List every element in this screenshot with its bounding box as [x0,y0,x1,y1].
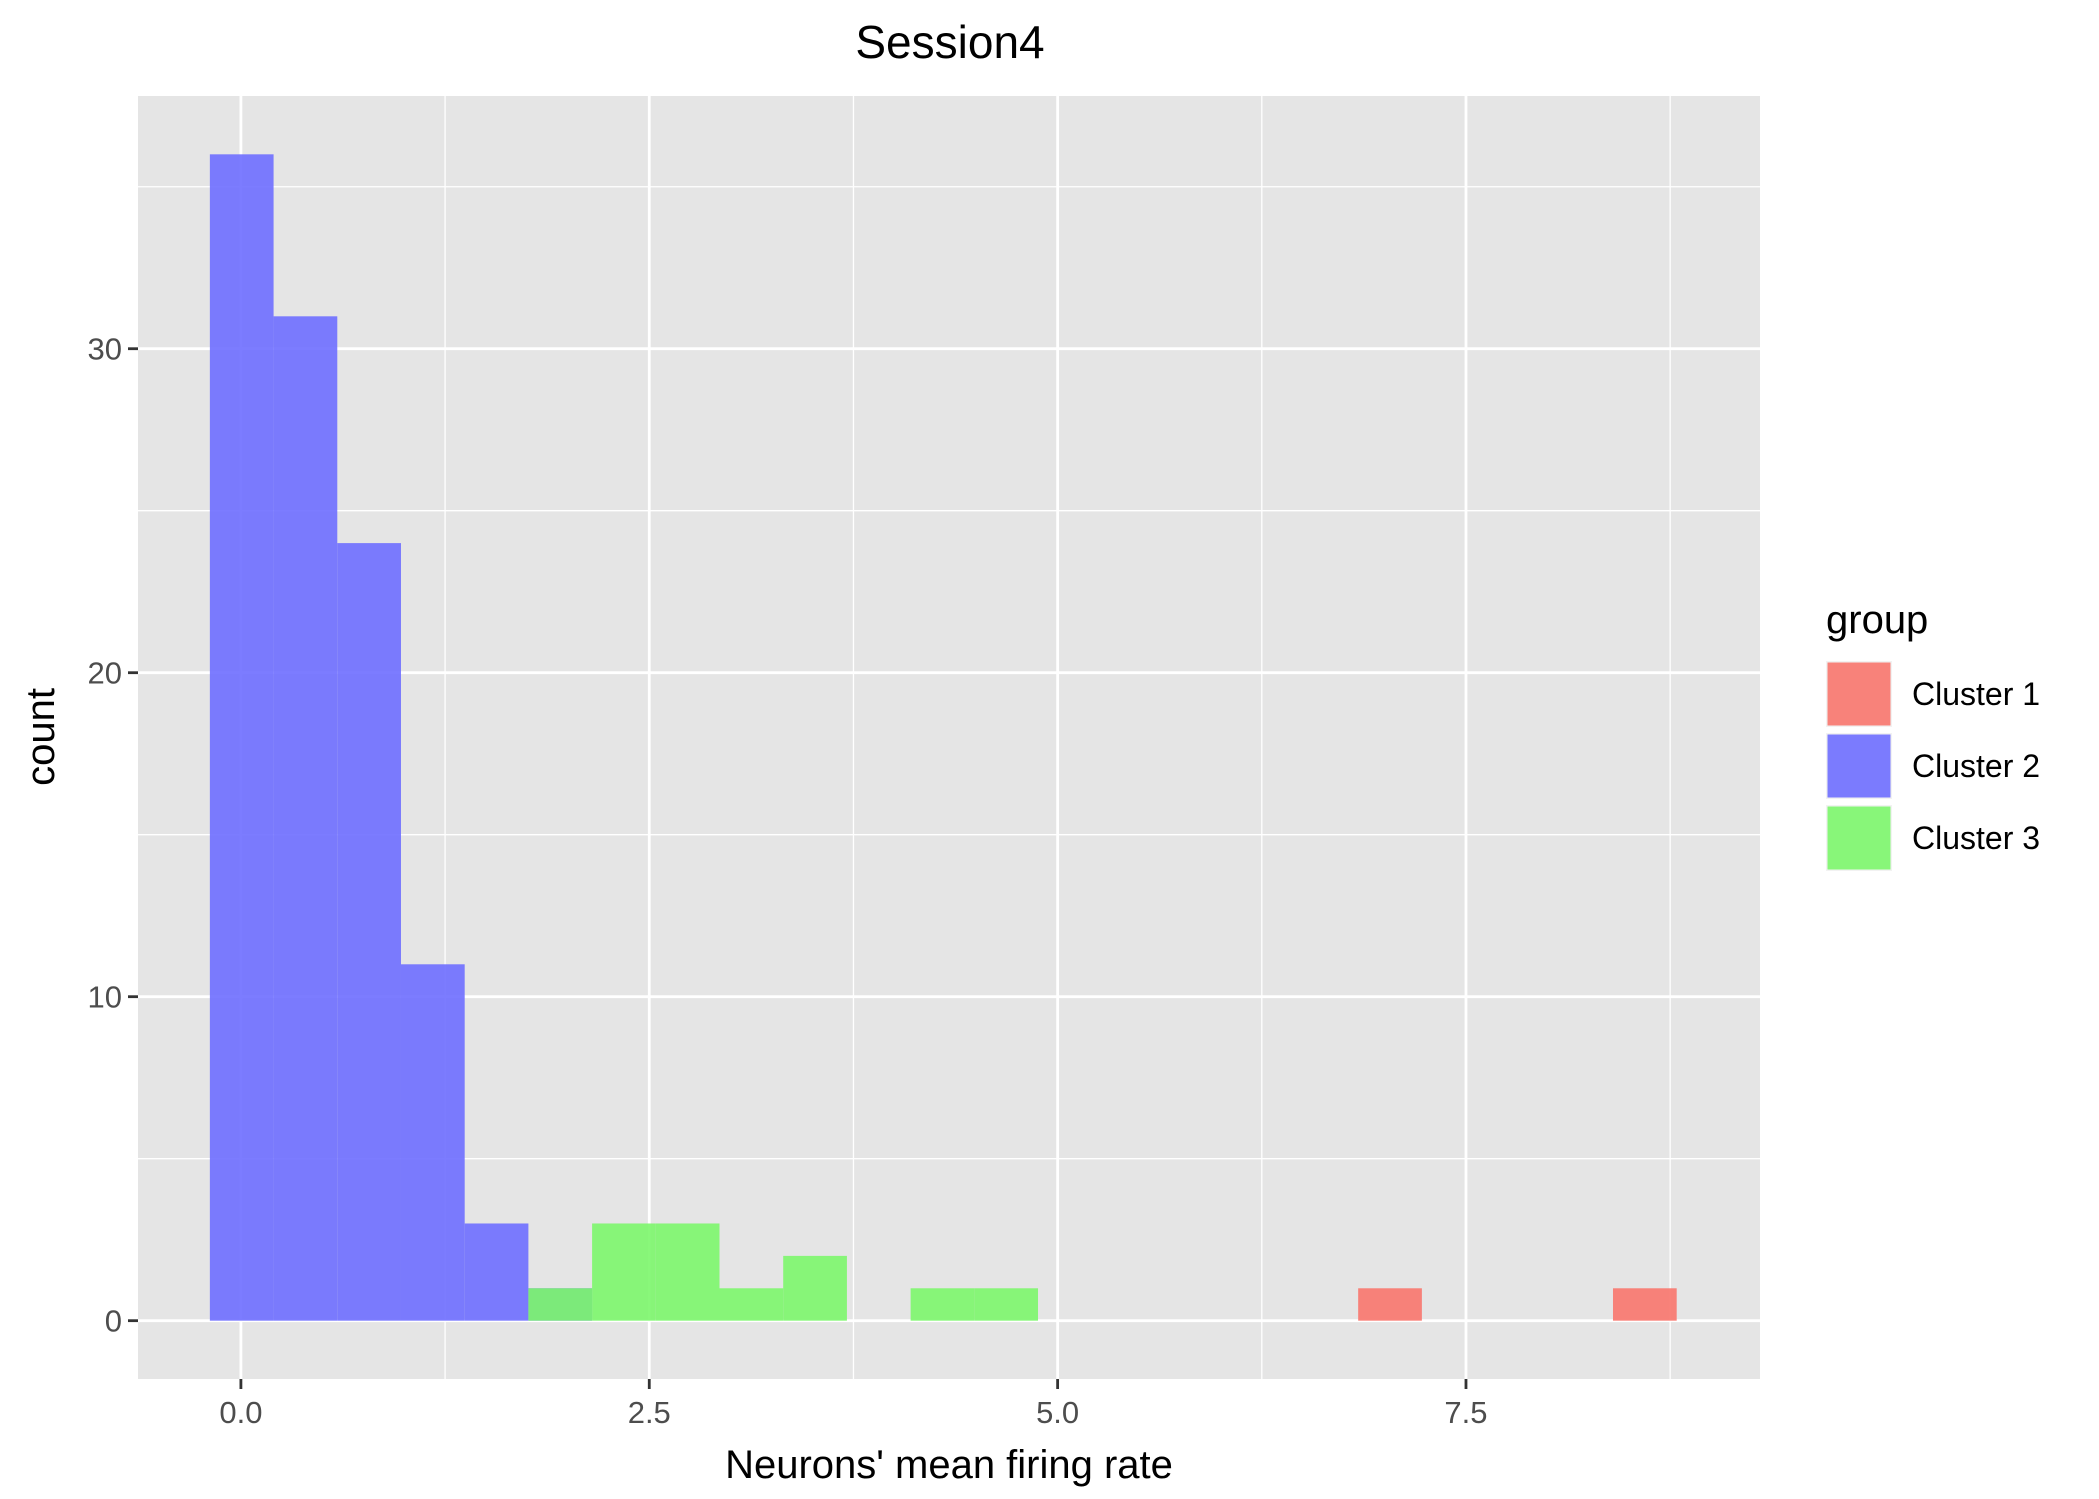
x-tick-label: 0.0 [219,1395,262,1430]
legend-label: Cluster 1 [1912,676,2040,712]
histogram-bar-cluster-2 [209,154,274,1321]
histogram-bar-cluster-2 [400,964,465,1321]
y-tick-label: 20 [88,656,122,691]
legend-swatch-cluster-3 [1827,806,1891,870]
x-tick-label: 5.0 [1036,1395,1079,1430]
histogram-bar-cluster-2 [337,543,401,1321]
histogram-bar-cluster-3 [592,1223,656,1321]
y-tick-label: 0 [105,1304,122,1339]
x-axis: 0.0 2.5 5.0 7.5 [219,1379,1488,1430]
legend-label: Cluster 2 [1912,748,2040,784]
y-axis: 0 10 20 30 [88,332,138,1339]
x-tick-label: 7.5 [1444,1395,1487,1430]
histogram-bar-cluster-2 [464,1223,529,1321]
x-axis-title: Neurons' mean firing rate [725,1443,1173,1487]
histogram-bar-cluster-3 [528,1288,593,1321]
legend-label: Cluster 3 [1912,820,2040,856]
histogram-bar-cluster-3 [974,1288,1039,1321]
histogram-bar-cluster-3 [783,1255,847,1321]
histogram-bar-cluster-1 [1358,1288,1422,1321]
histogram-bar-cluster-3 [910,1288,975,1321]
histogram-bar-cluster-2 [273,316,338,1321]
legend: group Cluster 1 Cluster 2 Cluster 3 [1826,598,2040,871]
legend-title: group [1826,598,1928,642]
y-tick-label: 30 [88,332,122,367]
chart-title: Session4 [855,16,1044,68]
minor-gridlines [138,96,1760,1379]
histogram-bars [209,154,1677,1321]
histogram-bar-cluster-3 [655,1223,720,1321]
legend-swatch-cluster-2 [1827,734,1891,798]
histogram-bar-cluster-3 [719,1288,784,1321]
legend-swatch-cluster-1 [1827,662,1891,726]
y-axis-title: count [19,688,63,786]
y-tick-label: 10 [88,980,122,1015]
histogram-bar-cluster-1 [1612,1288,1677,1321]
x-tick-label: 2.5 [628,1395,671,1430]
